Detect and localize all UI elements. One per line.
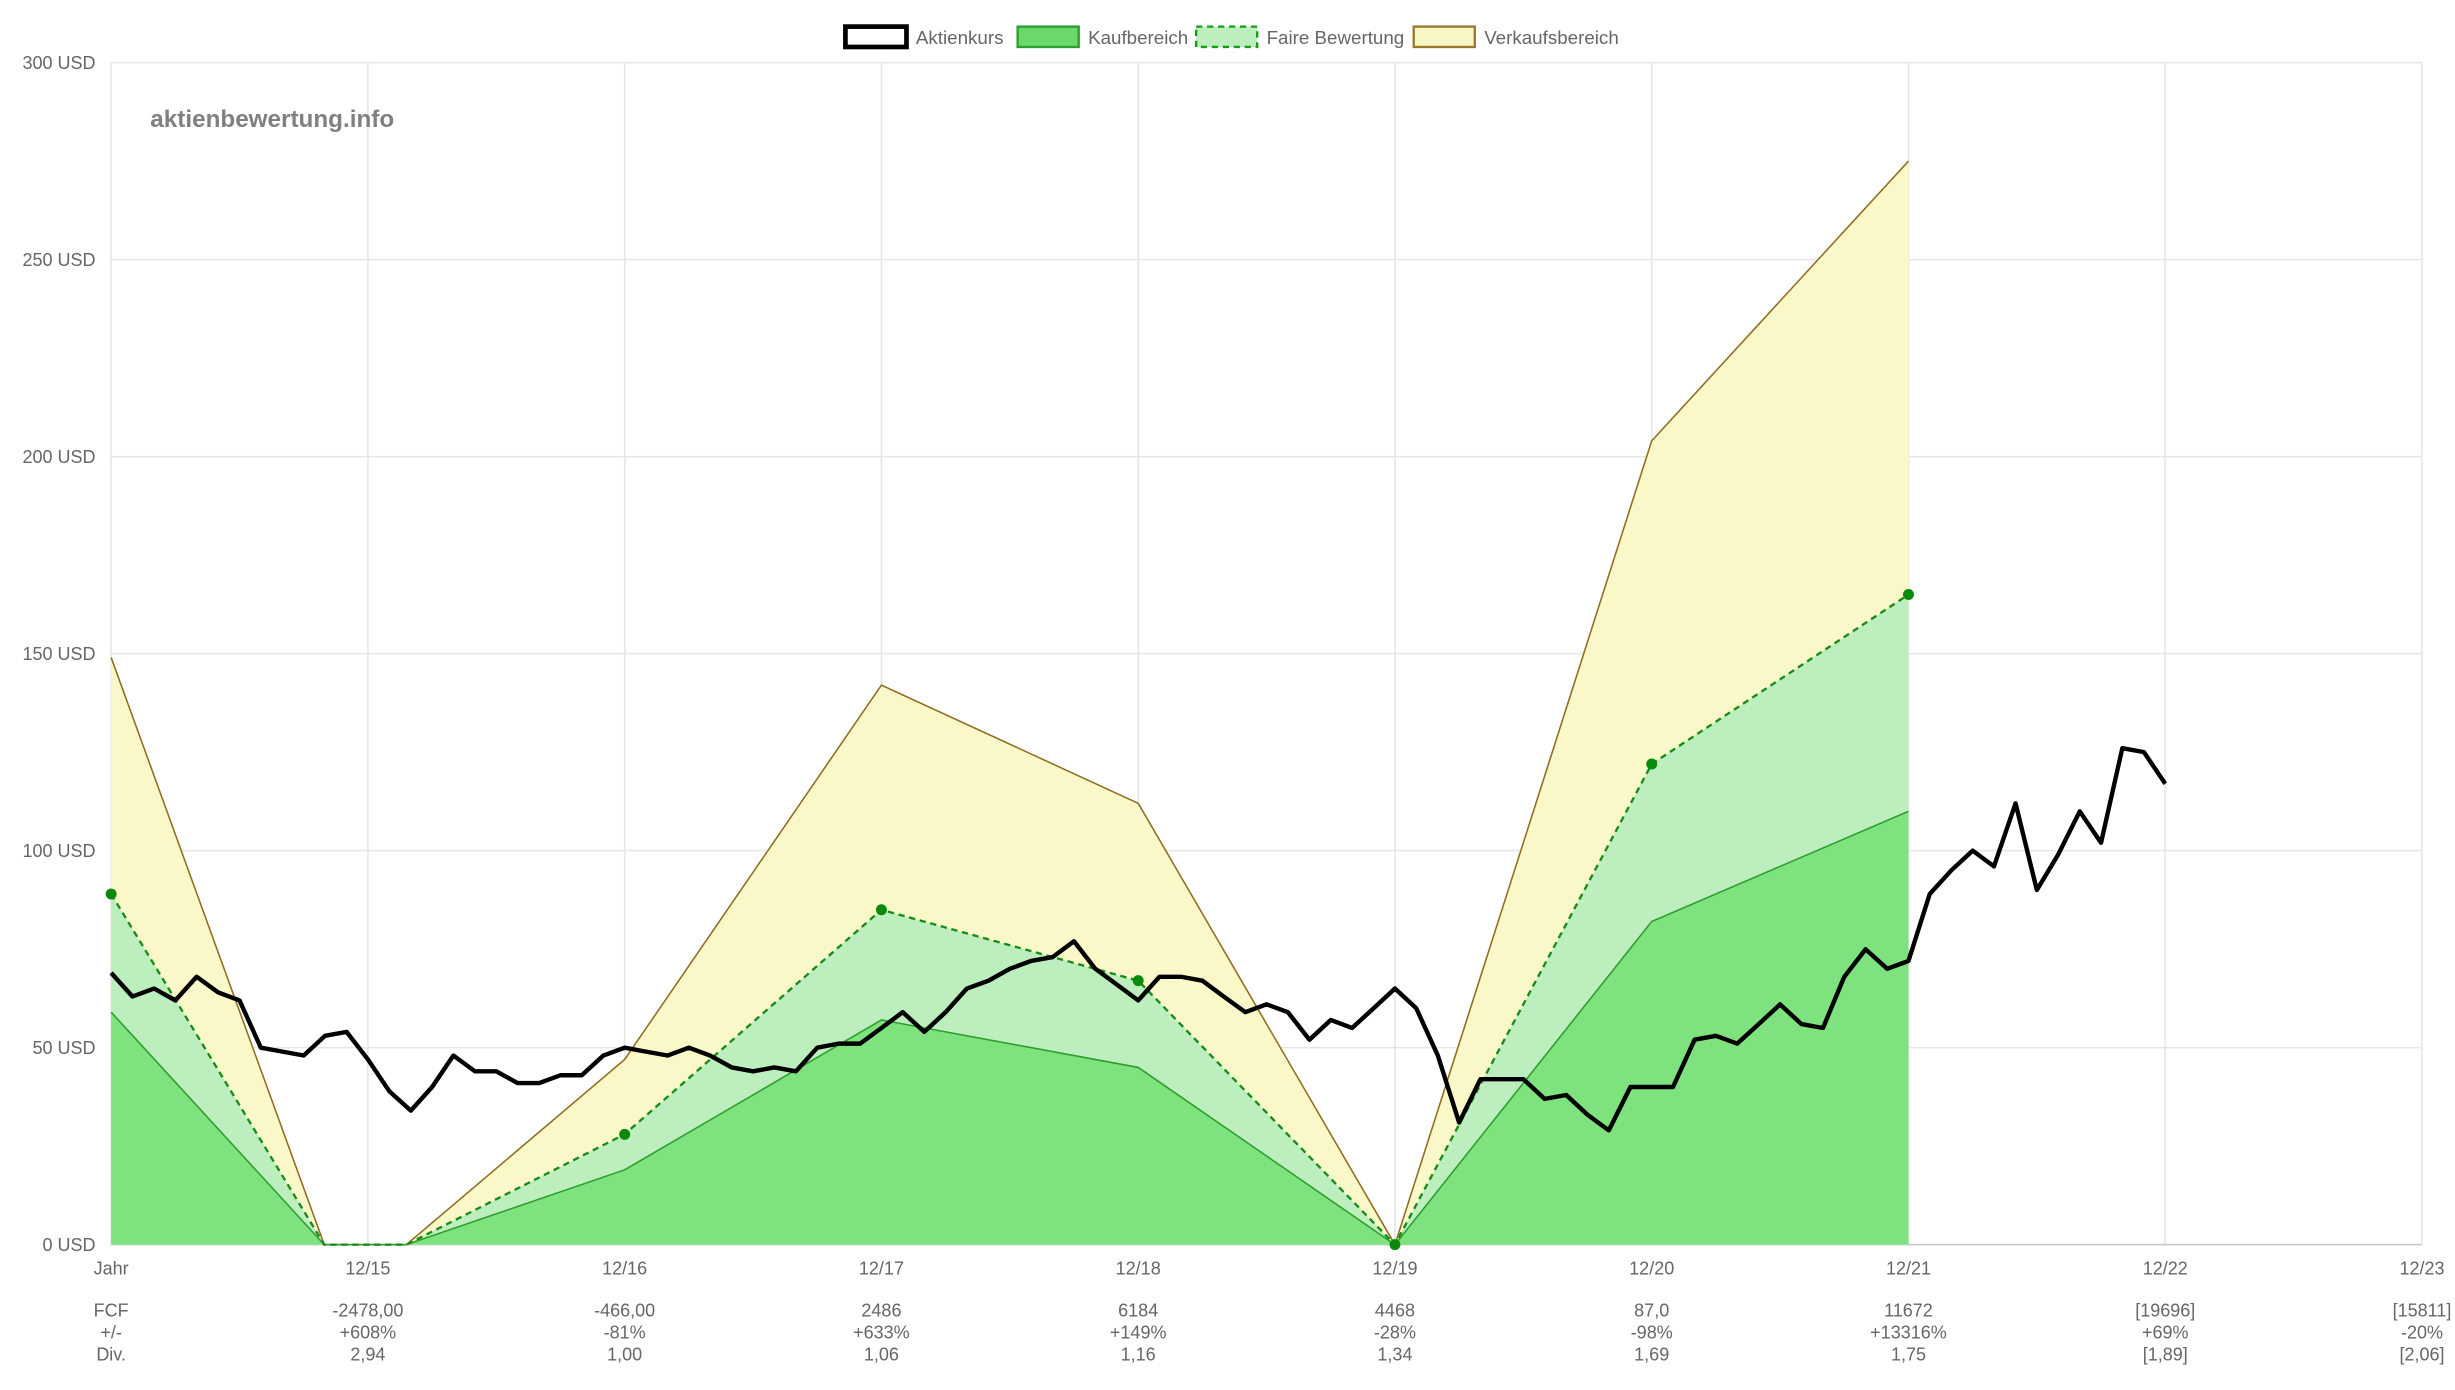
- x-tick-label: Jahr: [94, 1258, 129, 1278]
- y-tick-label: 50 USD: [32, 1038, 95, 1058]
- chart-legend: Aktienkurs Kaufbereich Faire Bewertung Verk…: [843, 24, 1619, 50]
- table-row-label: Div.: [96, 1345, 126, 1365]
- table-cell: 87,0: [1634, 1301, 1669, 1321]
- fair-value-point: [1389, 1239, 1401, 1251]
- x-tick-label: 12/21: [1886, 1258, 1931, 1278]
- legend-item-kaufbereich: Kaufbereich: [1016, 25, 1188, 49]
- table-cell: 1,16: [1121, 1345, 1156, 1365]
- legend-label: Verkaufsbereich: [1484, 27, 1619, 48]
- fundamentals-table: FCF -2478,00 -466,00 2486 6184 4468 87,0 11672 […: [94, 1301, 2452, 1365]
- x-tick-label: 12/18: [1116, 1258, 1161, 1278]
- table-cell: 2,94: [350, 1345, 385, 1365]
- legend-label: Aktienkurs: [916, 27, 1004, 48]
- legend-item-verkaufsbereich: Verkaufsbereich: [1412, 25, 1619, 49]
- y-tick-label: 200 USD: [22, 447, 95, 467]
- legend-swatch: [1016, 25, 1080, 49]
- x-axis-ticks: Jahr 12/15 12/16 12/17 12/18 12/19 12/20 12/21 1…: [94, 1258, 2445, 1278]
- buy-area: [111, 811, 1909, 1245]
- x-tick-label: 12/20: [1629, 1258, 1674, 1278]
- table-cell: 6184: [1118, 1301, 1158, 1321]
- table-cell: -28%: [1374, 1323, 1416, 1343]
- fair-value-point: [1132, 975, 1144, 987]
- table-cell: -81%: [604, 1323, 646, 1343]
- price-line: [109, 746, 2168, 1133]
- table-cell: -98%: [1631, 1323, 1673, 1343]
- legend-swatch: [1412, 25, 1476, 49]
- x-tick-label: 12/23: [2399, 1258, 2444, 1278]
- y-tick-label: 300 USD: [22, 53, 95, 73]
- x-tick-label: 12/19: [1372, 1258, 1417, 1278]
- chart-areas: [111, 161, 1909, 1245]
- legend-swatch: [843, 24, 909, 50]
- fair-value-point: [1646, 758, 1658, 770]
- table-cell: +633%: [853, 1323, 910, 1343]
- y-tick-label: 100 USD: [22, 841, 95, 861]
- fair-value-point: [619, 1128, 631, 1140]
- x-tick-label: 12/22: [2143, 1258, 2188, 1278]
- table-cell: +149%: [1110, 1323, 1167, 1343]
- table-cell: 1,34: [1377, 1345, 1412, 1365]
- y-tick-label: 150 USD: [22, 644, 95, 664]
- x-tick-label: 12/17: [859, 1258, 904, 1278]
- legend-swatch: [1194, 25, 1259, 49]
- table-cell: 1,69: [1634, 1345, 1669, 1365]
- table-cell: [15811]: [2393, 1301, 2452, 1321]
- y-tick-label: 250 USD: [22, 250, 95, 270]
- table-cell: 1,00: [607, 1345, 642, 1365]
- table-cell: -20%: [2401, 1323, 2443, 1343]
- table-cell: +608%: [340, 1323, 397, 1343]
- fair-value-point: [1902, 589, 1914, 601]
- x-tick-label: 12/15: [345, 1258, 390, 1278]
- watermark-text: aktienbewertung.info: [150, 106, 394, 133]
- table-cell: -466,00: [594, 1301, 655, 1321]
- table-cell: +13316%: [1870, 1323, 1947, 1343]
- y-tick-label: 0 USD: [42, 1235, 95, 1255]
- table-cell: 11672: [1884, 1301, 1933, 1321]
- table-cell: +69%: [2142, 1323, 2189, 1343]
- legend-item-faire-bewertung: Faire Bewertung: [1194, 25, 1405, 49]
- legend-item-aktienkurs: Aktienkurs: [843, 24, 1004, 50]
- table-cell: [1,89]: [2143, 1345, 2188, 1365]
- legend-label: Kaufbereich: [1088, 27, 1188, 48]
- table-cell: 4468: [1375, 1301, 1415, 1321]
- table-row-label: FCF: [94, 1301, 129, 1321]
- table-cell: 1,75: [1891, 1345, 1926, 1365]
- table-row-label: +/-: [100, 1323, 122, 1343]
- table-cell: 2486: [861, 1301, 901, 1321]
- table-cell: -2478,00: [332, 1301, 403, 1321]
- table-cell: [2,06]: [2399, 1345, 2444, 1365]
- fair-value-point: [105, 888, 117, 900]
- fair-value-point: [875, 904, 887, 916]
- chart-lines: [105, 160, 2168, 1251]
- y-axis-ticks: 0 USD 50 USD 100 USD 150 USD 200 USD 250 USD 3…: [22, 53, 95, 1255]
- x-tick-label: 12/16: [602, 1258, 647, 1278]
- table-cell: [19696]: [2135, 1301, 2195, 1321]
- table-cell: 1,06: [864, 1345, 899, 1365]
- buy-line: [110, 810, 1909, 1246]
- legend-label: Faire Bewertung: [1267, 27, 1405, 48]
